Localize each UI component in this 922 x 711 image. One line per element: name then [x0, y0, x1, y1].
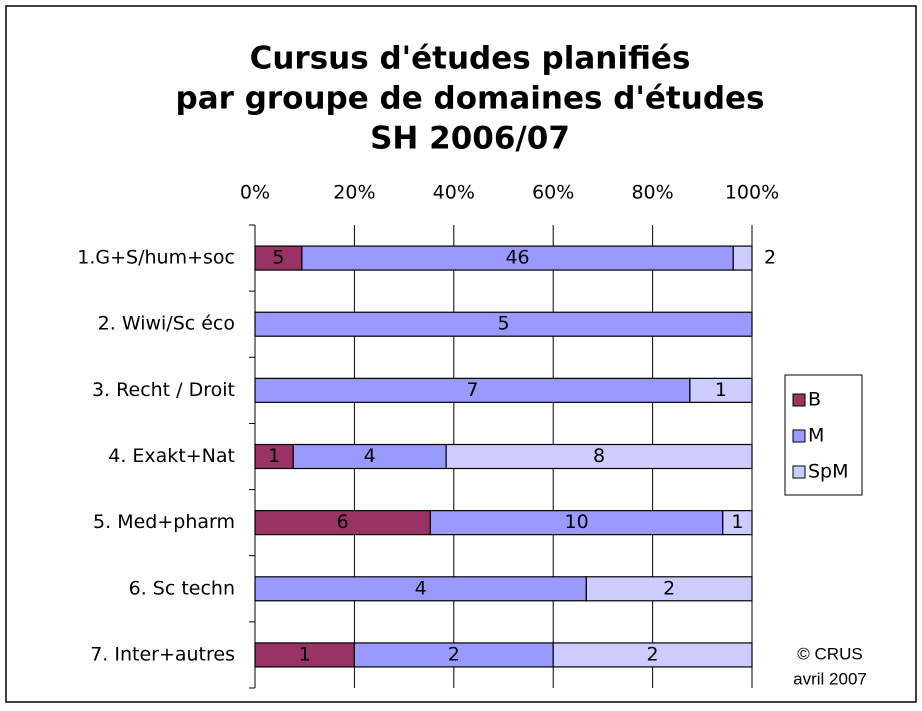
- data-label: 1: [731, 511, 743, 533]
- x-tick-label: 80%: [631, 182, 673, 204]
- data-label: 10: [564, 511, 588, 533]
- data-label: 2: [647, 643, 659, 665]
- legend-label: B: [808, 389, 821, 411]
- data-label: 4: [415, 577, 427, 599]
- legend-swatch: [792, 465, 806, 479]
- bar-segment: [732, 245, 753, 271]
- data-label: 1: [268, 445, 280, 467]
- annotation: © CRUS: [797, 644, 862, 663]
- bar-segment: [254, 576, 587, 602]
- legend-swatch: [792, 393, 806, 407]
- y-tick-label: 5. Med+pharm: [93, 511, 235, 533]
- legend-label: M: [808, 425, 824, 447]
- data-label: 1: [715, 379, 727, 401]
- y-tick-label: 7. Inter+autres: [90, 643, 235, 665]
- legend-label: SpM: [808, 461, 849, 483]
- data-label: 1: [299, 643, 311, 665]
- data-label: 5: [497, 313, 509, 335]
- y-tick-label: 1.G+S/hum+soc: [77, 247, 235, 269]
- data-label: 46: [505, 247, 529, 269]
- bar-segment: [445, 443, 753, 470]
- chart-title: SH 2006/07: [370, 121, 570, 157]
- data-label: 8: [593, 445, 605, 467]
- data-label: 4: [364, 445, 376, 467]
- y-tick-label: 2. Wiwi/Sc éco: [98, 313, 235, 335]
- data-label: 2: [663, 577, 675, 599]
- x-tick-label: 40%: [433, 182, 475, 204]
- bar-segment: [552, 642, 753, 668]
- bar-segment: [254, 510, 432, 536]
- bar-segment: [353, 642, 554, 668]
- data-label: 2: [448, 643, 460, 665]
- y-tick-label: 6. Sc techn: [129, 577, 235, 599]
- data-label: 2: [764, 247, 776, 269]
- x-tick-label: 0%: [240, 182, 270, 204]
- chart-title: Cursus d'études planifiés: [250, 41, 691, 77]
- y-tick-label: 4. Exakt+Nat: [108, 445, 235, 467]
- x-tick-label: 60%: [532, 182, 574, 204]
- bar-segment: [292, 443, 447, 470]
- bar-segment: [585, 576, 753, 602]
- chart-title: par groupe de domaines d'études: [176, 81, 765, 117]
- bar-segment: [689, 377, 753, 403]
- bar-segment: [254, 443, 294, 470]
- x-tick-label: 20%: [333, 182, 375, 204]
- annotation: avril 2007: [793, 669, 867, 688]
- x-tick-label: 100%: [725, 182, 779, 204]
- bar-segment: [722, 510, 753, 536]
- bar-segment: [254, 311, 753, 337]
- data-label: 5: [272, 247, 284, 269]
- y-tick-label: 3. Recht / Droit: [92, 379, 235, 401]
- data-label: 7: [466, 379, 478, 401]
- bar-segment: [429, 510, 724, 536]
- data-label: 6: [337, 511, 349, 533]
- bar-segment: [254, 642, 356, 668]
- legend-swatch: [792, 429, 806, 443]
